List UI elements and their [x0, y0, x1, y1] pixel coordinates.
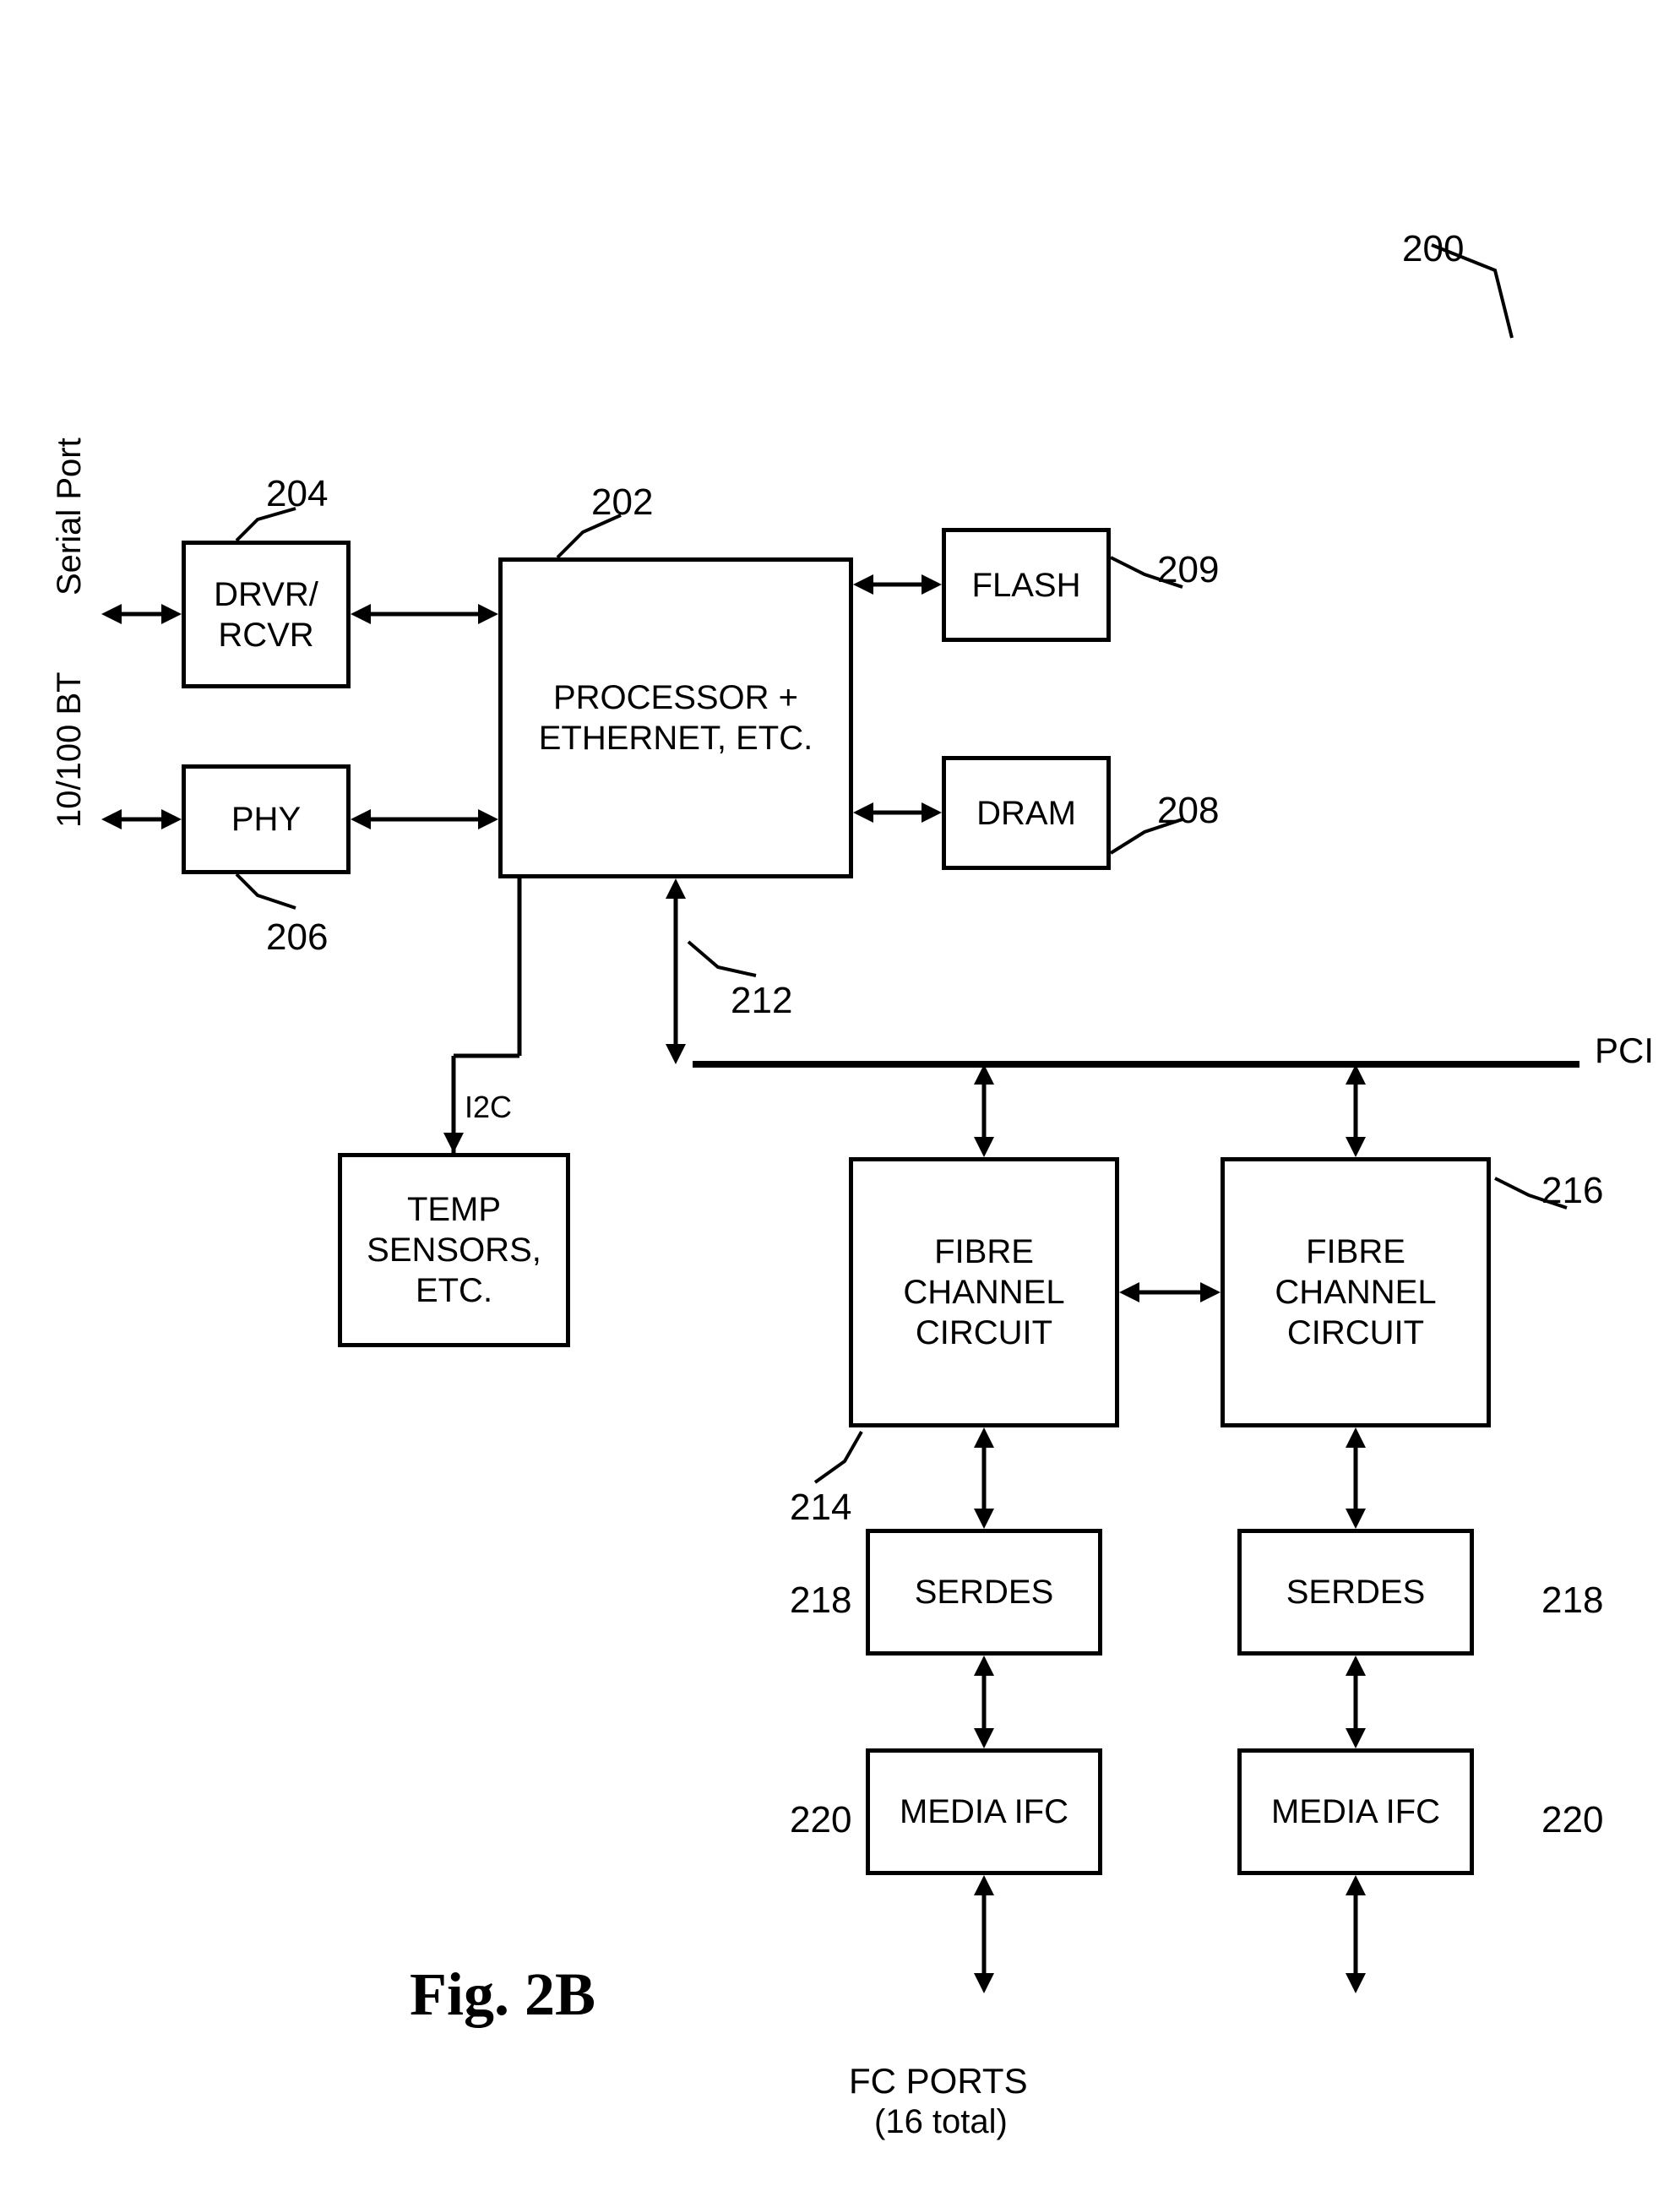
ref-208: 208	[1157, 790, 1219, 832]
box-temp-sensors: TEMPSENSORS,ETC.	[338, 1153, 570, 1347]
ref-209: 209	[1157, 549, 1219, 591]
ref-220-1: 220	[790, 1799, 851, 1841]
box-processor: PROCESSOR +ETHERNET, ETC.	[498, 557, 853, 878]
ref-200: 200	[1402, 228, 1464, 270]
label-pci: PCI	[1595, 1030, 1654, 1071]
label-fc-total: (16 total)	[874, 2103, 1008, 2141]
ref-202: 202	[591, 481, 653, 524]
label-fc-ports: FC PORTS	[849, 2061, 1028, 2101]
ref-206: 206	[266, 916, 328, 959]
box-media-ifc-1: MEDIA IFC	[866, 1748, 1102, 1875]
box-media-ifc-2: MEDIA IFC	[1237, 1748, 1474, 1875]
label-10-100-bt: 10/100 BT	[51, 671, 89, 828]
ref-218-1: 218	[790, 1579, 851, 1622]
box-dram: DRAM	[942, 756, 1111, 870]
figure-label: Fig. 2B	[410, 1960, 595, 2030]
box-flash: FLASH	[942, 528, 1111, 642]
label-serial-port: Serial Port	[51, 438, 89, 595]
box-drvr-rcvr: DRVR/RCVR	[182, 541, 351, 688]
ref-218-2: 218	[1541, 1579, 1603, 1622]
ref-204: 204	[266, 473, 328, 515]
label-i2c: I2C	[465, 1090, 512, 1125]
box-serdes-2: SERDES	[1237, 1529, 1474, 1656]
ref-220-2: 220	[1541, 1799, 1603, 1841]
box-fibre-channel-1: FIBRECHANNELCIRCUIT	[849, 1157, 1119, 1427]
box-serdes-1: SERDES	[866, 1529, 1102, 1656]
ref-212: 212	[731, 980, 792, 1022]
ref-214: 214	[790, 1487, 851, 1529]
box-phy: PHY	[182, 764, 351, 874]
box-fibre-channel-2: FIBRECHANNELCIRCUIT	[1221, 1157, 1491, 1427]
ref-216: 216	[1541, 1170, 1603, 1212]
